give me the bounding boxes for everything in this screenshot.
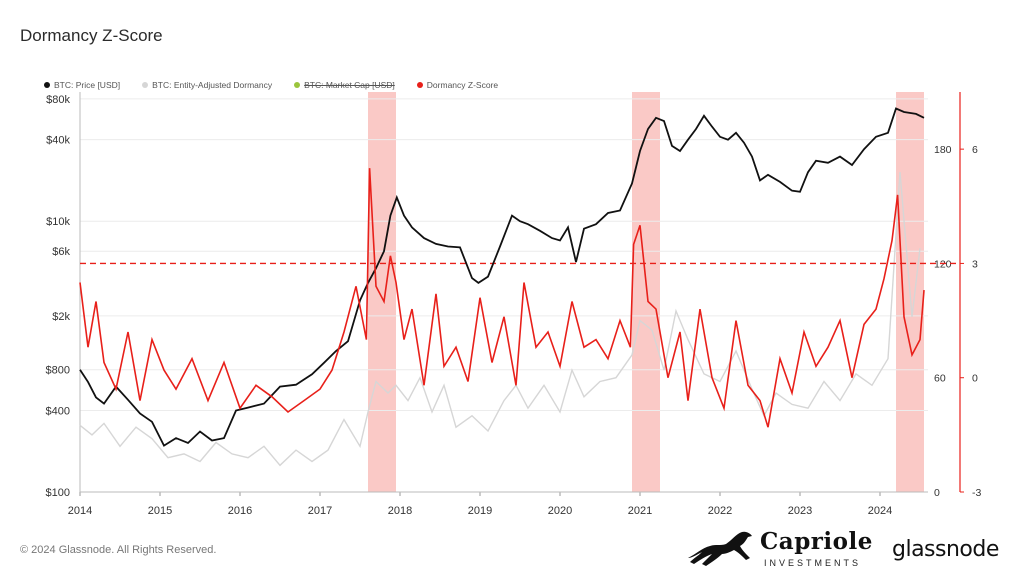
legend-dot-market-cap: [294, 82, 301, 88]
series-line-dormancy: [79, 171, 921, 467]
legend-item-price[interactable]: BTC: Price [USD]: [44, 80, 120, 90]
highlight-band-1: [632, 92, 660, 492]
y-tick-label-zscore: 0: [972, 373, 978, 385]
copyright-text: © 2024 Glassnode. All Rights Reserved.: [20, 544, 217, 556]
y-tick-label-zscore: -3: [972, 487, 981, 499]
y-tick-label-dormancy: 0: [934, 487, 940, 499]
x-tick-label: 2024: [868, 505, 892, 517]
y-tick-label-dormancy: 120: [934, 258, 952, 270]
capriole-subtitle: INVESTMENTS: [764, 558, 862, 568]
y-tick-label-left: $100: [46, 487, 70, 499]
capriole-logo: Capriole INVESTMENTS: [686, 528, 872, 570]
highlight-band-0: [368, 92, 396, 492]
legend-item-dormancy[interactable]: BTC: Entity-Adjusted Dormancy: [142, 80, 272, 90]
y-tick-label-left: $2k: [52, 311, 70, 323]
legend-dot-dormancy: [142, 82, 149, 88]
legend-dot-zscore: [416, 82, 423, 88]
legend-label-price: BTC: Price [USD]: [54, 80, 121, 90]
legend-item-zscore[interactable]: Dormancy Z-Score: [416, 80, 499, 90]
legend-label-dormancy: BTC: Entity-Adjusted Dormancy: [152, 80, 273, 90]
x-tick-label: 2022: [708, 505, 732, 517]
x-tick-label: 2019: [468, 505, 492, 517]
chart-title: Dormancy Z-Score: [20, 26, 163, 45]
y-tick-label-zscore: 3: [972, 258, 978, 270]
legend-dot-price: [44, 82, 50, 88]
y-tick-label-left: $6k: [52, 246, 70, 258]
x-tick-label: 2014: [68, 505, 92, 517]
chart-legend: BTC: Price [USD] BTC: Entity-Adjusted Do…: [44, 80, 498, 90]
y-tick-label-dormancy: 60: [934, 373, 946, 385]
y-tick-label-left: $40k: [46, 135, 70, 147]
y-tick-label-zscore: 6: [972, 144, 978, 156]
legend-item-market-cap[interactable]: BTC: Market Cap [USD]: [294, 80, 395, 90]
legend-label-zscore: Dormancy Z-Score: [426, 80, 499, 90]
y-tick-label-left: $10k: [46, 216, 70, 228]
x-tick-label: 2023: [788, 505, 812, 517]
x-tick-label: 2018: [388, 505, 412, 517]
glassnode-logo: glassnode: [892, 537, 999, 562]
y-tick-label-dormancy: 180: [934, 144, 952, 156]
horse-icon: [688, 531, 752, 566]
x-tick-label: 2015: [148, 505, 172, 517]
y-tick-label-left: $80k: [46, 94, 70, 106]
y-tick-label-left: $400: [46, 405, 70, 417]
capriole-name: Capriole: [760, 528, 873, 555]
y-tick-label-left: $800: [46, 365, 70, 377]
legend-label-market-cap: BTC: Market Cap [USD]: [304, 80, 395, 90]
x-tick-label: 2020: [548, 505, 572, 517]
x-tick-label: 2021: [628, 505, 652, 517]
series-line-zscore: [79, 168, 925, 428]
x-tick-label: 2016: [228, 505, 252, 517]
x-tick-label: 2017: [308, 505, 332, 517]
series-line-price: [79, 107, 925, 447]
